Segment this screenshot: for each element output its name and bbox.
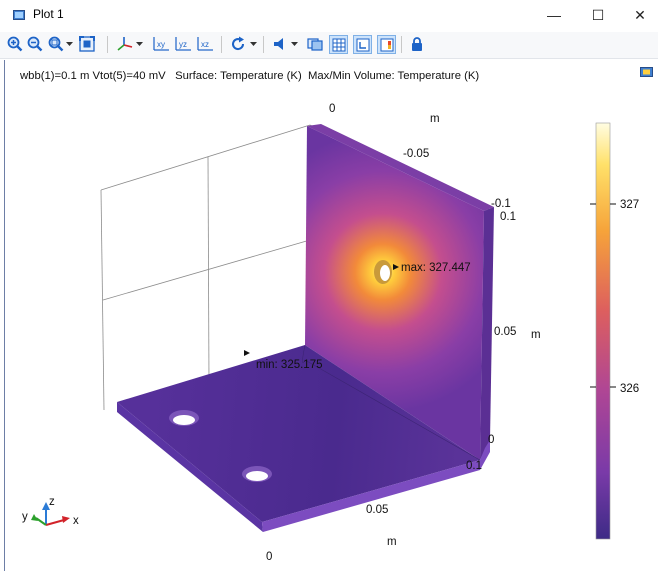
color-bar-tick-label: 326	[620, 383, 639, 395]
zoom-in-icon	[7, 36, 23, 52]
max-marker-icon	[393, 264, 399, 270]
rotate-button[interactable]	[229, 35, 247, 53]
zoom-extents-icon	[79, 36, 95, 52]
plot-info-text: wbb(1)=0.1 m Vtot(5)=40 mV Surface: Temp…	[20, 70, 480, 82]
light-button[interactable]	[271, 35, 289, 53]
axis-tick-label: 0.05	[366, 504, 388, 516]
plot-toolbar: xy yz xz	[0, 32, 658, 59]
light-icon	[274, 38, 283, 50]
lock-icon	[412, 37, 422, 51]
scene-light-button[interactable]	[306, 35, 324, 53]
toolbar-separator	[107, 36, 108, 53]
axis-tick-label: 0.05	[494, 326, 516, 338]
floor-plate-front-edge	[117, 402, 263, 532]
plot-window-icon	[13, 10, 25, 20]
axes-orientation-button[interactable]	[116, 35, 134, 53]
vertical-plate-side-edge	[480, 207, 494, 460]
view-yz-icon: yz	[175, 37, 191, 51]
floor-hole-1-inner	[173, 415, 195, 425]
zoom-extents-button[interactable]	[78, 35, 96, 53]
floor-plate	[117, 345, 480, 522]
lock-button[interactable]	[408, 35, 426, 53]
view-xy-icon: xy	[153, 37, 169, 51]
floor-plate-right-edge	[262, 440, 490, 532]
toolbar-separator	[221, 36, 222, 53]
axis-orthonormal-icon	[356, 38, 369, 51]
toolbar-separator	[263, 36, 264, 53]
coordinate-triad: z x y	[22, 496, 79, 527]
zoom-out-icon	[27, 36, 43, 52]
color-legend-button[interactable]	[377, 35, 396, 54]
min-label: min: 325.175	[256, 359, 323, 371]
vertical-plate-top-edge	[307, 124, 494, 211]
min-marker-icon	[244, 350, 250, 356]
axis-tick-label: -0.05	[403, 148, 429, 160]
axis-tick-label: -0.1	[491, 198, 511, 210]
zoom-box-icon	[48, 36, 64, 52]
triad-x-label: x	[73, 515, 79, 527]
axis-tick-label: 0	[266, 551, 272, 563]
view-xz-icon: xz	[197, 37, 213, 51]
view-xz-label: xz	[201, 40, 209, 49]
axis-tick-label: 0	[488, 434, 494, 446]
plate-hole-inner	[380, 265, 390, 281]
color-legend-icon	[380, 38, 393, 51]
axes-icon	[117, 37, 133, 51]
zoom-in-button[interactable]	[6, 35, 24, 53]
view-xy-button[interactable]: xy	[152, 35, 170, 53]
rotate-dropdown-icon[interactable]	[250, 40, 257, 48]
axis-tick-label: 0	[329, 103, 335, 115]
max-label: max: 327.447	[401, 262, 471, 274]
toolbar-separator	[401, 36, 402, 53]
view-xy-label: xy	[157, 40, 165, 49]
axis-tick-label: 0.1	[466, 460, 482, 472]
grid-icon	[332, 38, 345, 51]
triad-y-label: y	[22, 511, 28, 523]
zoom-out-button[interactable]	[26, 35, 44, 53]
plot-corner-icon[interactable]	[640, 67, 653, 77]
window-left-edge	[4, 60, 5, 571]
vertical-plate	[305, 126, 484, 460]
scene-light-icon	[307, 38, 323, 51]
rotate-icon	[232, 36, 245, 51]
view-yz-button[interactable]: yz	[174, 35, 192, 53]
title-bar: Plot 1 — ☐ ✕	[0, 0, 658, 30]
zoom-box-button[interactable]	[47, 35, 65, 53]
close-button[interactable]: ✕	[634, 7, 646, 23]
light-dropdown-icon[interactable]	[291, 40, 298, 48]
axis-orthonormal-button[interactable]	[353, 35, 372, 54]
zoom-dropdown-icon[interactable]	[66, 40, 73, 48]
triad-z-label: z	[49, 496, 55, 508]
color-bar	[595, 122, 611, 540]
axis-unit-label: m	[531, 329, 541, 341]
grid-button[interactable]	[329, 35, 348, 54]
axis-unit-label: m	[387, 536, 397, 548]
window-title: Plot 1	[33, 7, 64, 21]
axis-tick-label: 0.1	[500, 211, 516, 223]
view-xz-button[interactable]: xz	[196, 35, 214, 53]
maximize-button[interactable]: ☐	[591, 7, 605, 23]
floor-hole-2-inner	[246, 471, 268, 481]
color-bar-tick-label: 327	[620, 199, 639, 211]
minimize-button[interactable]: —	[547, 7, 561, 23]
axis-unit-label: m	[430, 113, 440, 125]
view-yz-label: yz	[179, 40, 187, 49]
axes-dropdown-icon[interactable]	[136, 40, 143, 48]
